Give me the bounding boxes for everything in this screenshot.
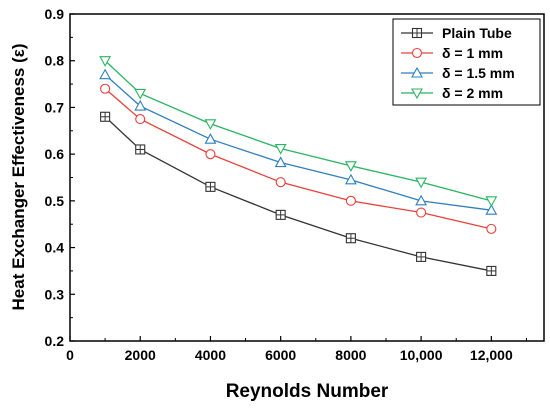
series-0 <box>100 111 497 276</box>
data-point <box>205 149 216 160</box>
y-tick-label: 0.9 <box>45 6 65 22</box>
legend-label: δ = 1.5 mm <box>442 65 515 81</box>
data-point <box>274 143 287 155</box>
legend-items: Plain Tube δ = 1 mm δ = 1.5 mm δ = 2 mm <box>401 25 515 101</box>
x-tick-label: 6000 <box>265 347 296 363</box>
data-point <box>275 209 286 220</box>
data-point <box>415 177 428 189</box>
legend-label: Plain Tube <box>442 25 512 41</box>
legend-marker <box>411 47 423 59</box>
data-point <box>485 204 498 215</box>
data-point <box>345 233 356 244</box>
legend-item: δ = 2 mm <box>401 85 503 101</box>
data-point <box>99 68 112 80</box>
data-point <box>99 56 112 67</box>
legend-item: δ = 1.5 mm <box>401 65 515 81</box>
x-tick-label: 4000 <box>195 347 226 363</box>
legend-item: δ = 1 mm <box>401 45 503 61</box>
data-point <box>486 223 497 234</box>
data-point <box>416 207 427 218</box>
data-point <box>204 119 217 130</box>
y-tick-label: 0.7 <box>45 99 65 115</box>
x-tick-label: 8000 <box>335 347 366 363</box>
data-point <box>204 133 217 144</box>
data-point <box>485 196 498 207</box>
data-point <box>344 173 357 185</box>
series-2 <box>99 68 498 215</box>
data-point <box>134 99 147 111</box>
data-point <box>416 251 427 262</box>
data-point <box>486 265 497 276</box>
data-point <box>135 114 146 125</box>
x-axis-ticks: 0 2000 4000 6000 8000 10,000 12,000 <box>66 336 527 363</box>
legend-marker <box>411 88 423 100</box>
series-3 <box>99 56 498 207</box>
x-tick-label: 0 <box>66 347 74 363</box>
legend: Plain Tube δ = 1 mm δ = 1.5 mm δ = 2 mm <box>392 18 541 106</box>
data-point <box>345 195 356 206</box>
x-tick-label: 10,000 <box>400 347 443 363</box>
y-tick-label: 0.6 <box>45 146 65 162</box>
series-line <box>104 88 492 230</box>
data-point <box>100 83 111 94</box>
x-tick-label: 2000 <box>125 347 156 363</box>
data-point <box>344 161 357 172</box>
legend-label: δ = 1 mm <box>442 45 503 61</box>
data-point <box>135 144 146 155</box>
series-1 <box>100 83 497 234</box>
data-point <box>415 194 428 206</box>
data-point <box>274 156 287 168</box>
y-tick-label: 0.5 <box>45 193 65 209</box>
data-point <box>275 177 286 188</box>
series-line <box>104 116 492 272</box>
x-tick-label: 12,000 <box>470 347 513 363</box>
data-point <box>100 111 111 122</box>
y-tick-label: 0.8 <box>45 53 65 69</box>
y-tick-label: 0.4 <box>45 240 65 256</box>
y-axis-ticks: 0.2 0.3 0.4 0.5 0.6 0.7 0.8 0.9 <box>45 6 75 349</box>
y-axis-label: Heat Exchanger Effectiveness (ε) <box>9 44 28 311</box>
data-point <box>134 88 147 100</box>
legend-label: δ = 2 mm <box>442 85 503 101</box>
series-layer <box>99 56 498 276</box>
y-tick-label: 0.3 <box>45 286 65 302</box>
x-axis-label: Reynolds Number <box>226 381 389 402</box>
data-point <box>205 181 216 192</box>
y-tick-label: 0.2 <box>45 333 65 349</box>
legend-item: Plain Tube <box>401 25 512 41</box>
legend-marker <box>411 66 423 78</box>
legend-marker <box>411 27 423 39</box>
